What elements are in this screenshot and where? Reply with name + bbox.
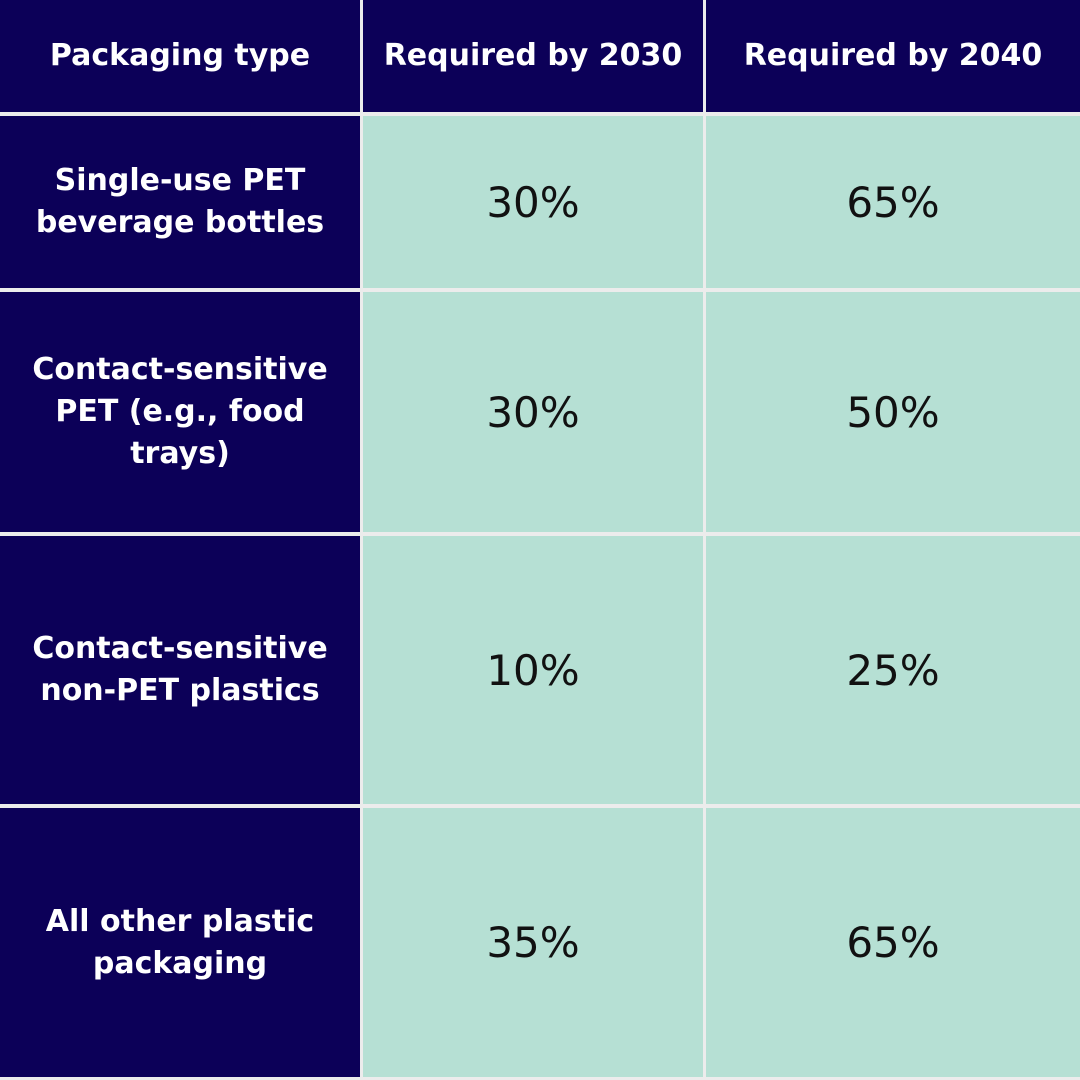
value-other-plastic-2040: 65% [706,808,1080,1077]
value-contact-sensitive-pet-2030: 30% [363,292,703,532]
value-contact-sensitive-pet-2040: 50% [706,292,1080,532]
row-label-pet-bottles: Single-use PET beverage bottles [0,116,360,288]
value-other-plastic-2030: 35% [363,808,703,1077]
row-label-contact-sensitive-pet: Contact-sensitive PET (e.g., food trays) [0,292,360,532]
header-packaging-type: Packaging type [0,0,360,112]
header-required-2040: Required by 2040 [706,0,1080,112]
value-pet-bottles-2040: 65% [706,116,1080,288]
row-label-contact-sensitive-non-pet: Contact-sensitive non-PET plastics [0,536,360,804]
row-label-other-plastic: All other plastic packaging [0,808,360,1077]
header-required-2030: Required by 2030 [363,0,703,112]
value-contact-sensitive-non-pet-2030: 10% [363,536,703,804]
value-pet-bottles-2030: 30% [363,116,703,288]
value-contact-sensitive-non-pet-2040: 25% [706,536,1080,804]
